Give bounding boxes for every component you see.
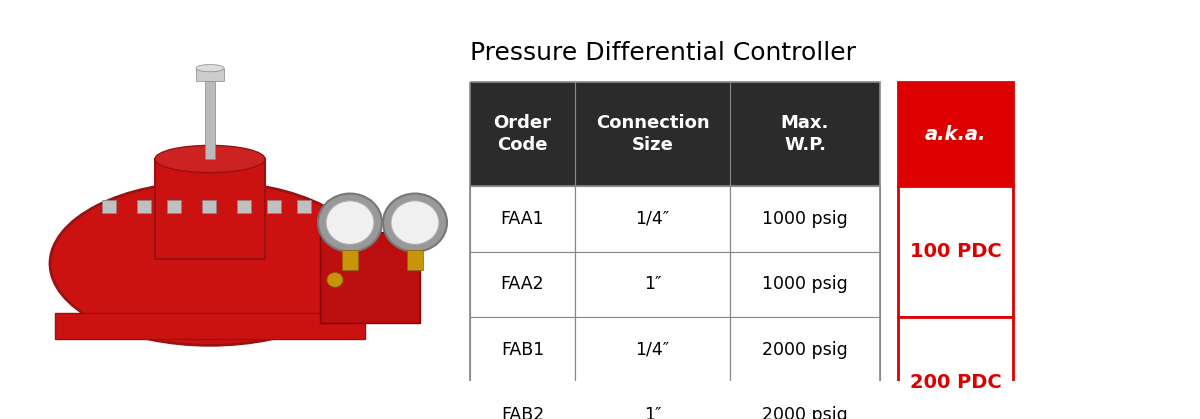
Bar [298, 200, 311, 212]
Bar [898, 317, 1013, 419]
Text: 1″: 1″ [643, 275, 661, 293]
Text: 1″: 1″ [643, 406, 661, 419]
Bar [137, 200, 151, 212]
Circle shape [326, 201, 374, 244]
Text: a.k.a.: a.k.a. [925, 124, 986, 144]
Bar [730, 317, 880, 383]
Bar [470, 186, 575, 252]
Text: Order
Code: Order Code [493, 114, 552, 154]
Circle shape [326, 273, 343, 287]
Bar [155, 159, 265, 259]
Bar [205, 77, 215, 159]
Bar [730, 186, 880, 252]
Bar [320, 232, 420, 323]
Bar [342, 250, 358, 270]
Bar [55, 313, 365, 339]
Ellipse shape [50, 182, 370, 345]
Text: Max.
W.P.: Max. W.P. [781, 114, 829, 154]
Circle shape [383, 194, 446, 252]
Bar [470, 252, 575, 317]
Bar [470, 317, 575, 383]
Bar [575, 317, 730, 383]
Text: 1000 psig: 1000 psig [762, 275, 848, 293]
Bar [470, 383, 575, 419]
Bar [898, 82, 1013, 186]
Text: 2000 psig: 2000 psig [762, 341, 848, 359]
Bar [730, 383, 880, 419]
Text: 100 PDC: 100 PDC [910, 242, 1001, 261]
Circle shape [391, 201, 439, 244]
Bar [898, 186, 1013, 317]
Circle shape [318, 194, 382, 252]
Text: Pressure Differential Controller: Pressure Differential Controller [470, 41, 856, 65]
Text: 1/4″: 1/4″ [635, 341, 670, 359]
Bar [470, 82, 880, 419]
Bar [575, 252, 730, 317]
Bar [407, 250, 424, 270]
Text: FAA2: FAA2 [500, 275, 545, 293]
Bar [167, 200, 181, 212]
Bar [102, 200, 116, 212]
Bar [202, 200, 216, 212]
Text: FAA1: FAA1 [500, 210, 545, 228]
Ellipse shape [155, 145, 265, 173]
Bar [575, 186, 730, 252]
Bar [326, 200, 341, 212]
Text: 200 PDC: 200 PDC [910, 373, 1001, 392]
Bar [730, 252, 880, 317]
Text: Connection
Size: Connection Size [595, 114, 709, 154]
Text: FAB1: FAB1 [500, 341, 544, 359]
Text: 1/4″: 1/4″ [635, 210, 670, 228]
Bar [266, 200, 281, 212]
Text: 2000 psig: 2000 psig [762, 406, 848, 419]
Text: 1000 psig: 1000 psig [762, 210, 848, 228]
Ellipse shape [196, 65, 224, 72]
Bar [238, 200, 251, 212]
Bar [575, 383, 730, 419]
Bar [196, 68, 224, 81]
Bar [470, 82, 880, 186]
Text: FAB2: FAB2 [500, 406, 544, 419]
